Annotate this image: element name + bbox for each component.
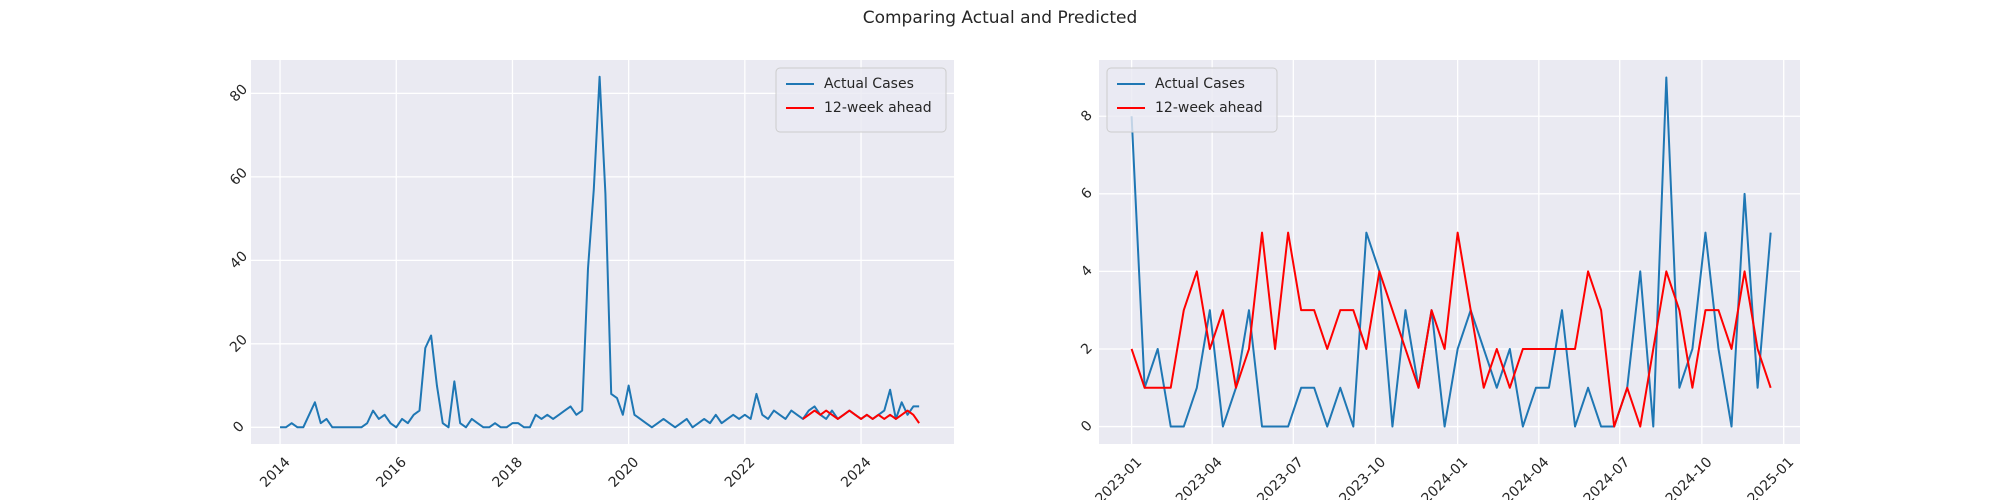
legend-label: 12-week ahead: [1155, 100, 1263, 116]
y-tick-label: 6: [1078, 185, 1096, 203]
x-tick-label: 2024-04: [1500, 454, 1553, 500]
x-tick-label: 2023-04: [1173, 454, 1226, 500]
legend: Actual Cases 12-week ahead: [1106, 67, 1278, 133]
y-tick-label: 40: [227, 248, 251, 272]
data-line: [802, 409, 920, 424]
legend-label: Actual Cases: [1155, 76, 1245, 92]
figure-title: Comparing Actual and Predicted: [863, 8, 1138, 28]
data-line: [1130, 76, 1772, 428]
x-tick-label: 2020: [606, 454, 643, 491]
y-tick-label: 60: [227, 165, 251, 189]
x-tick-label: 2023-07: [1254, 454, 1307, 500]
x-tick-label: 2016: [373, 454, 410, 491]
legend-box: [775, 67, 947, 133]
x-tick-label: 2018: [490, 454, 527, 491]
y-tick-label: 0: [230, 418, 248, 436]
x-tick-label: 2023-10: [1336, 454, 1389, 500]
x-tick-label: 2025-01: [1745, 454, 1798, 500]
y-tick-label: 80: [227, 81, 251, 105]
legend-box: [1106, 67, 1278, 133]
y-tick-label: 20: [227, 332, 251, 356]
legend-label: 12-week ahead: [824, 100, 932, 116]
legend: Actual Cases 12-week ahead: [775, 67, 947, 133]
x-tick-label: 2022: [722, 454, 759, 491]
x-tick-label: 2024-10: [1663, 454, 1716, 500]
x-tick-label: 2024-07: [1581, 454, 1634, 500]
y-tick-label: 2: [1078, 340, 1096, 358]
data-line: [1130, 231, 1772, 428]
x-tick-label: 2024-01: [1419, 454, 1472, 500]
y-tick-label: 8: [1078, 107, 1096, 125]
x-tick-label: 2023-01: [1093, 454, 1146, 500]
x-tick-label: 2014: [257, 454, 294, 491]
y-tick-label: 4: [1078, 263, 1096, 281]
x-tick-label: 2024: [838, 454, 875, 491]
data-line: [280, 75, 920, 429]
legend-label: Actual Cases: [824, 76, 914, 92]
y-tick-label: 0: [1078, 418, 1096, 436]
